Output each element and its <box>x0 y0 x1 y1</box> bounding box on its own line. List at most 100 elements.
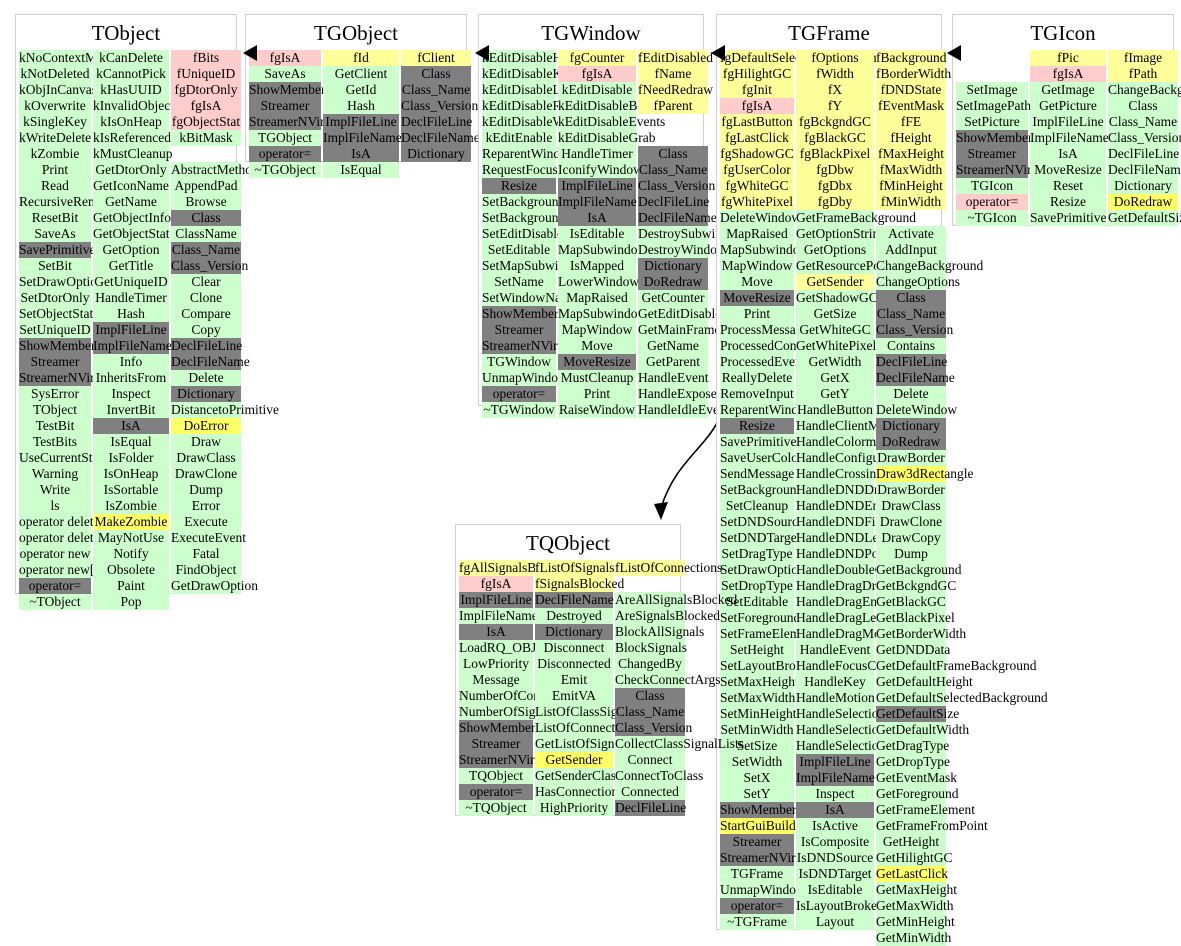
member-getframefrompoint[interactable]: GetFrameFromPoint <box>876 818 988 834</box>
member-operator[interactable]: operator= <box>482 386 556 402</box>
member-iszombie[interactable]: IsZombie <box>93 498 169 514</box>
member-class-name[interactable]: Class_Name <box>876 306 946 322</box>
member-tgicon[interactable]: TGIcon <box>956 178 1028 194</box>
member-kbitmask[interactable]: kBitMask <box>171 130 241 146</box>
member-fghilightgc[interactable]: fgHilightGC <box>720 66 794 82</box>
member-fminwidth[interactable]: fMinWidth <box>876 194 946 210</box>
member-fgusercolor[interactable]: fgUserColor <box>720 162 794 178</box>
member-declfileline[interactable]: DeclFileLine <box>401 114 472 130</box>
member-handleevent[interactable]: HandleEvent <box>796 642 874 658</box>
member-class-name[interactable]: Class_Name <box>171 242 241 258</box>
member-print[interactable]: Print <box>19 162 91 178</box>
member-recursiveremove[interactable]: RecursiveRemove <box>19 194 118 210</box>
member-paint[interactable]: Paint <box>93 578 169 594</box>
member-compare[interactable]: Compare <box>171 306 241 322</box>
member-setdndtarget[interactable]: SetDNDTarget <box>720 530 801 546</box>
member-resize[interactable]: Resize <box>482 178 556 194</box>
member-seteditdisabled[interactable]: SetEditDisabled <box>482 226 570 242</box>
member-listofclasssignals[interactable]: ListOfClassSignals <box>535 704 639 720</box>
member-operator-delete[interactable]: operator delete <box>19 514 100 530</box>
member-kisonheap[interactable]: kIsOnHeap <box>93 114 169 130</box>
member-connected[interactable]: Connected <box>615 784 685 800</box>
member-testbit[interactable]: TestBit <box>19 418 91 434</box>
member-changedby[interactable]: ChangedBy <box>615 656 685 672</box>
member-fgisa[interactable]: fgIsA <box>249 50 321 66</box>
member-class[interactable]: Class <box>1108 98 1178 114</box>
member-fid[interactable]: fId <box>323 50 399 66</box>
member-handledragleave[interactable]: HandleDragLeave <box>796 610 895 626</box>
member-setcleanup[interactable]: SetCleanup <box>720 498 794 514</box>
member-destroywindow[interactable]: DestroyWindow <box>638 242 727 258</box>
member-changebackgroundcolor[interactable]: ChangeBackgroundColor <box>1108 82 1181 98</box>
member-setdroptype[interactable]: SetDropType <box>720 578 794 594</box>
member-warning[interactable]: Warning <box>19 466 91 482</box>
member-reset[interactable]: Reset <box>1030 178 1106 194</box>
member-usecurrentstyle[interactable]: UseCurrentStyle <box>19 450 109 466</box>
member-fdndstate[interactable]: fDNDState <box>876 82 946 98</box>
member-implfileline[interactable]: ImplFileLine <box>558 178 636 194</box>
member-loadrq-object[interactable]: LoadRQ_OBJECT <box>459 640 562 656</box>
member-class[interactable]: Class <box>401 66 471 82</box>
member-setdragtype[interactable]: SetDragType <box>720 546 794 562</box>
member-getoption[interactable]: GetOption <box>93 242 169 258</box>
member-mapsubwindows[interactable]: MapSubwindows <box>720 242 815 258</box>
member-setdndsource[interactable]: SetDNDSource <box>720 514 804 530</box>
member-class-version[interactable]: Class_Version <box>876 322 953 338</box>
member-showmembers[interactable]: ShowMembers <box>249 82 331 98</box>
member-getshadowgc[interactable]: GetShadowGC <box>796 290 878 306</box>
member-hasconnection[interactable]: HasConnection <box>535 784 618 800</box>
member-getdroptype[interactable]: GetDropType <box>876 754 950 770</box>
member-implfilename[interactable]: ImplFileName <box>459 608 538 624</box>
member-getbckgndgc[interactable]: GetBckgndGC <box>876 578 956 594</box>
member-setdrawoption[interactable]: SetDrawOption <box>720 562 805 578</box>
member-abstractmethod[interactable]: AbstractMethod <box>171 162 259 178</box>
member-isequal[interactable]: IsEqual <box>93 434 169 450</box>
member-fbackground[interactable]: fBackground <box>876 50 946 66</box>
member-dump[interactable]: Dump <box>876 546 946 562</box>
member-streamer[interactable]: Streamer <box>249 98 321 114</box>
member-implfileline[interactable]: ImplFileLine <box>459 592 533 608</box>
member-handleexpose[interactable]: HandleExpose <box>638 386 717 402</box>
member-foptions[interactable]: fOptions <box>796 50 874 66</box>
member-setobjectstat[interactable]: SetObjectStat <box>19 306 93 322</box>
member-fgisa[interactable]: fgIsA <box>720 98 794 114</box>
member-sety[interactable]: SetY <box>720 786 794 802</box>
member-isdndsource[interactable]: IsDNDSource <box>796 850 874 866</box>
member-lowerwindow[interactable]: LowerWindow <box>558 274 639 290</box>
member-setbackgroundcolor[interactable]: SetBackgroundColor <box>720 482 834 498</box>
member-getblackpixel[interactable]: GetBlackPixel <box>876 610 955 626</box>
member-setuniqueid[interactable]: SetUniqueID <box>19 322 91 338</box>
member-contains[interactable]: Contains <box>876 338 946 354</box>
member-setname[interactable]: SetName <box>482 274 556 290</box>
member-reparentwindow[interactable]: ReparentWindow <box>720 402 815 418</box>
member-saveusercolor[interactable]: SaveUserColor <box>720 450 802 466</box>
member-inspect[interactable]: Inspect <box>93 386 169 402</box>
member-handlednddrop[interactable]: HandleDNDDrop <box>796 482 892 498</box>
member-deletewindow[interactable]: DeleteWindow <box>876 402 957 418</box>
member-getmaxwidth[interactable]: GetMaxWidth <box>876 898 953 914</box>
member-geteventmask[interactable]: GetEventMask <box>876 770 957 786</box>
member-fgdbx[interactable]: fgDbx <box>796 178 874 194</box>
member-inspect[interactable]: Inspect <box>796 786 874 802</box>
member-tobject[interactable]: ~TObject <box>19 594 91 610</box>
member-keditdisablekeyenable[interactable]: kEditDisableKeyEnable <box>482 66 612 82</box>
member-fminheight[interactable]: fMinHeight <box>876 178 946 194</box>
member-setwindowname[interactable]: SetWindowName <box>482 290 577 306</box>
member-streamer[interactable]: Streamer <box>482 322 556 338</box>
member-implfileline[interactable]: ImplFileLine <box>93 322 169 338</box>
member-kinvalidobject[interactable]: kInvalidObject <box>93 98 174 114</box>
member-isa[interactable]: IsA <box>93 418 169 434</box>
member-setdrawoption[interactable]: SetDrawOption <box>19 274 104 290</box>
member-getblackgc[interactable]: GetBlackGC <box>876 594 946 610</box>
member-doredraw[interactable]: DoRedraw <box>638 274 708 290</box>
member-getborderwidth[interactable]: GetBorderWidth <box>876 626 966 642</box>
member-getobjectinfo[interactable]: GetObjectInfo <box>93 210 171 226</box>
member-fgwhitepixel[interactable]: fgWhitePixel <box>720 194 794 210</box>
member-getresourcepool[interactable]: GetResourcePool <box>796 258 890 274</box>
member-getimage[interactable]: GetImage <box>1030 82 1106 98</box>
member-drawcopy[interactable]: DrawCopy <box>876 530 946 546</box>
member-tgframe[interactable]: TGFrame <box>720 866 794 882</box>
member-obsolete[interactable]: Obsolete <box>93 562 169 578</box>
member-setmaxheight[interactable]: SetMaxHeight <box>720 674 799 690</box>
member-getdefaultselectedbackground[interactable]: GetDefaultSelectedBackground <box>876 690 1048 706</box>
